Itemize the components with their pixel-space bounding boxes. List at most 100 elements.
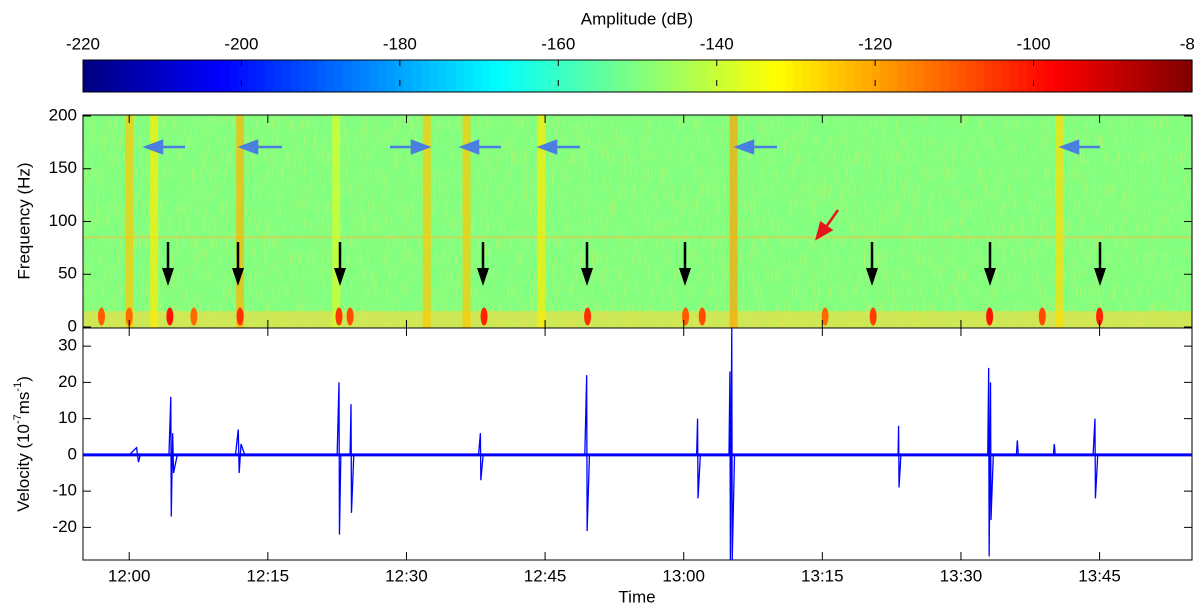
- colorbar-cell: [906, 60, 916, 92]
- colorbar-cell: [1105, 60, 1115, 92]
- colorbar-cell: [732, 60, 743, 92]
- colorbar-cell: [230, 60, 240, 92]
- label-part: Velocity (10: [14, 424, 33, 512]
- x-tick-label: 12:15: [247, 566, 290, 585]
- x-tick-label: -160: [541, 34, 575, 53]
- plot-frame: [82, 327, 1193, 561]
- label-part: ): [14, 376, 33, 382]
- colorbar-cell: [273, 60, 283, 92]
- colorbar-cell: [83, 60, 93, 92]
- spectral-blob: [125, 307, 133, 326]
- colorbar-cell: [1010, 60, 1020, 92]
- colorbar-cell: [446, 60, 457, 92]
- spectral-stripe: [150, 115, 159, 328]
- y-tick-label: 100: [49, 211, 77, 230]
- colorbar-cell: [507, 60, 517, 92]
- colorbar-cell: [689, 60, 699, 92]
- annotation-arrows: [142, 139, 1100, 155]
- colorbar-cell: [420, 60, 431, 92]
- label-part: -7: [12, 414, 24, 424]
- label-part: ms: [14, 392, 33, 415]
- arrow-head: [815, 220, 834, 241]
- spectral-blob: [869, 307, 877, 326]
- colorbar-cell: [1114, 60, 1124, 92]
- event-arrow-head: [581, 268, 593, 286]
- y-tick-label: -20: [52, 517, 77, 536]
- colorbar-cell: [602, 60, 613, 92]
- colorbar-cell: [741, 60, 751, 92]
- colorbar-cell: [646, 60, 656, 92]
- colorbar-cell: [1053, 60, 1063, 92]
- colorbar-cell: [568, 60, 578, 92]
- colorbar-cell: [490, 60, 500, 92]
- colorbar-cell: [715, 60, 725, 92]
- spectral-blob: [682, 307, 690, 326]
- x-tick-label: -200: [224, 34, 258, 53]
- colorbar-cell: [342, 60, 353, 92]
- colorbar-cell: [1070, 60, 1080, 92]
- colorbar-cell: [360, 60, 370, 92]
- colorbar-cell: [472, 60, 483, 92]
- colorbar-cell: [282, 60, 292, 92]
- colorbar-cell: [611, 60, 621, 92]
- spectral-stripe: [729, 115, 738, 328]
- colorbar-cell: [186, 60, 197, 92]
- colorbar-cell: [672, 60, 682, 92]
- colorbar-cell: [1001, 60, 1011, 92]
- colorbar-cell: [256, 60, 266, 92]
- colorbar-cell: [264, 60, 275, 92]
- x-tick-label: -180: [383, 34, 417, 53]
- colorbar-cell: [316, 60, 327, 92]
- colorbar-cell: [932, 60, 942, 92]
- colorbar-cell: [576, 60, 587, 92]
- colorbar-cell: [966, 60, 976, 92]
- colorbar-cell: [524, 60, 535, 92]
- colorbar-cell: [394, 60, 405, 92]
- colorbar-cell: [1166, 60, 1176, 92]
- colorbar-cell: [1148, 60, 1158, 92]
- colorbar-cell: [1183, 60, 1193, 92]
- spectral-blob: [166, 307, 174, 326]
- x-tick-label: 12:45: [524, 566, 567, 585]
- event-arrow-head: [477, 268, 489, 286]
- colorbar-cell: [247, 60, 257, 92]
- x-tick-label: -100: [1017, 34, 1051, 53]
- colorbar-cell: [160, 60, 171, 92]
- spectral-stripe: [332, 115, 341, 328]
- event-arrow-head: [162, 268, 174, 286]
- colorbar-cell: [1079, 60, 1089, 92]
- event-arrow-head: [334, 268, 346, 286]
- colorbar-cell: [888, 60, 899, 92]
- y-tick-label: 10: [58, 408, 77, 427]
- x-tick-label: -220: [66, 34, 100, 53]
- event-arrow-head: [232, 268, 244, 286]
- spectral-blob: [190, 307, 198, 326]
- colorbar-cell: [828, 60, 838, 92]
- colorbar-cell: [854, 60, 864, 92]
- colorbar-cell: [663, 60, 673, 92]
- arrow-head: [733, 139, 755, 155]
- colorbar-cell: [845, 60, 855, 92]
- colorbar-cell: [1027, 60, 1037, 92]
- arrow-head: [410, 139, 432, 155]
- colorbar-cell: [862, 60, 873, 92]
- colorbar-cell: [377, 60, 387, 92]
- x-tick-label: 13:00: [662, 566, 705, 585]
- colorbar-cell: [117, 60, 127, 92]
- spectral-stripe: [537, 115, 546, 328]
- colorbar-cell: [308, 60, 318, 92]
- colorbar-cell: [1036, 60, 1046, 92]
- colorbar-cell: [1062, 60, 1072, 92]
- colorbar-cell: [750, 60, 760, 92]
- spectral-stripe: [125, 115, 134, 328]
- x-tick-label: -140: [700, 34, 734, 53]
- colorbar-cell: [1018, 60, 1028, 92]
- spectral-stripe: [1055, 115, 1064, 328]
- colorbar-cell: [680, 60, 691, 92]
- spectral-stripe: [462, 115, 471, 328]
- colorbar-cell: [724, 60, 734, 92]
- colorbar-cell: [403, 60, 413, 92]
- spectral-blob: [1096, 307, 1104, 326]
- x-tick-label: 12:00: [108, 566, 151, 585]
- colorbar-cell: [1088, 60, 1098, 92]
